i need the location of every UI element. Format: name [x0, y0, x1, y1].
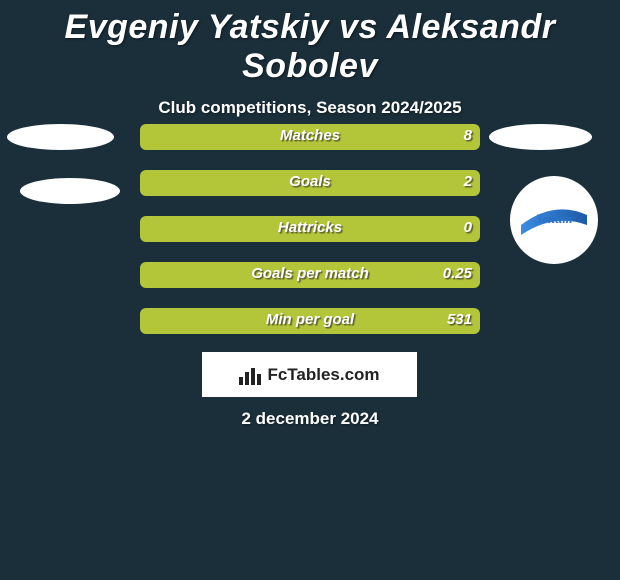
bar-chart-icon: [239, 365, 261, 385]
bar-value-right: 2: [464, 173, 472, 190]
bar-label: Goals: [140, 173, 480, 190]
bar-label: Hattricks: [140, 219, 480, 236]
zenit-logo-icon: Зенит: [519, 195, 589, 245]
bar-value-right: 8: [464, 127, 472, 144]
right-player-shape: [489, 124, 592, 150]
bar-value-right: 531: [447, 311, 472, 328]
bar-label: Goals per match: [140, 265, 480, 282]
stat-row: Min per goal531: [140, 308, 480, 334]
stat-row: Goals per match0.25: [140, 262, 480, 288]
club-badge-right: Зенит: [510, 176, 598, 264]
subtitle: Club competitions, Season 2024/2025: [0, 98, 620, 118]
stat-row: Goals2: [140, 170, 480, 196]
source-badge: FcTables.com: [202, 352, 417, 397]
page-title: Evgeniy Yatskiy vs Aleksandr Sobolev: [0, 0, 620, 86]
zenit-text: Зенит: [535, 211, 573, 226]
left-player-shape-2: [20, 178, 120, 204]
stat-row: Hattricks0: [140, 216, 480, 242]
date-text: 2 december 2024: [0, 409, 620, 429]
bar-label: Matches: [140, 127, 480, 144]
stat-row: Matches8: [140, 124, 480, 150]
bar-value-right: 0.25: [443, 265, 472, 282]
left-player-shape-1: [7, 124, 114, 150]
source-text: FcTables.com: [267, 365, 379, 385]
bar-label: Min per goal: [140, 311, 480, 328]
stats-bars: Matches8Goals2Hattricks0Goals per match0…: [140, 124, 480, 354]
bar-value-right: 0: [464, 219, 472, 236]
